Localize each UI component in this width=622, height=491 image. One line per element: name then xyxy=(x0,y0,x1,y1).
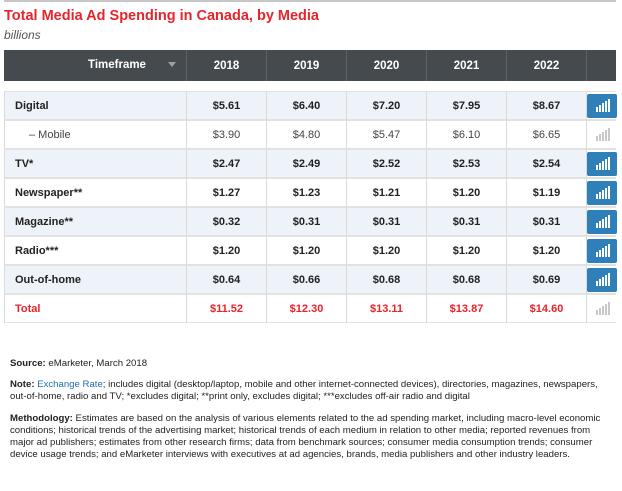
value-cell: $2.52 xyxy=(347,149,427,178)
value-cell: $5.61 xyxy=(187,91,267,120)
value-cell: $0.68 xyxy=(427,265,507,294)
methodology-note: Methodology: Estimates are based on the … xyxy=(10,413,610,462)
value-cell: $8.67 xyxy=(507,91,587,120)
year-header: 2018 xyxy=(187,50,267,81)
value-cell: $0.32 xyxy=(187,207,267,236)
bar-chart-icon[interactable] xyxy=(587,180,617,205)
value-cell: $1.20 xyxy=(507,236,587,265)
note-text: ; includes digital (desktop/laptop, mobi… xyxy=(10,379,598,403)
value-cell: $6.40 xyxy=(267,91,347,120)
table-row-total: Total $11.52 $12.30 $13.11 $13.87 $14.60 xyxy=(4,294,616,323)
value-cell: $1.19 xyxy=(507,178,587,207)
value-cell: $4.80 xyxy=(267,120,347,149)
value-cell: $12.30 xyxy=(267,294,347,323)
value-cell: $0.31 xyxy=(267,207,347,236)
table-row-mobile: – Mobile $3.90 $4.80 $5.47 $6.10 $6.65 xyxy=(4,120,616,149)
row-label: Digital xyxy=(4,91,187,120)
chart-button-cell xyxy=(587,178,617,207)
source-text: eMarketer, March 2018 xyxy=(45,358,148,369)
value-cell: $6.65 xyxy=(507,120,587,149)
year-header: 2019 xyxy=(267,50,347,81)
year-header: 2021 xyxy=(427,50,507,81)
data-table: Timeframe 2018 2019 2020 2021 2022 Digit… xyxy=(4,50,617,323)
value-cell: $2.47 xyxy=(187,149,267,178)
bar-chart-icon[interactable] xyxy=(587,267,617,292)
value-cell: $14.60 xyxy=(507,294,587,323)
timeframe-label: Timeframe xyxy=(88,59,146,71)
value-cell: $2.54 xyxy=(507,149,587,178)
value-cell: $1.20 xyxy=(187,236,267,265)
row-label: Total xyxy=(4,294,187,323)
footnotes: Source: eMarketer, March 2018 Note: Exch… xyxy=(10,358,610,470)
value-cell: $7.95 xyxy=(427,91,507,120)
value-cell: $3.90 xyxy=(187,120,267,149)
table-row-newspaper: Newspaper** $1.27 $1.23 $1.21 $1.20 $1.1… xyxy=(4,178,617,207)
row-label: – Mobile xyxy=(4,120,187,149)
value-cell: $1.20 xyxy=(427,236,507,265)
chart-button-cell xyxy=(587,294,616,323)
row-label: TV* xyxy=(4,149,187,178)
chart-title: Total Media Ad Spending in Canada, by Me… xyxy=(4,8,319,24)
year-header: 2022 xyxy=(507,50,587,81)
methodology-label: Methodology: xyxy=(10,412,73,424)
exchange-rate-link[interactable]: Exchange Rate xyxy=(37,379,103,391)
bar-chart-icon[interactable] xyxy=(587,238,617,263)
year-header: 2020 xyxy=(347,50,427,81)
table-row-out-of-home: Out-of-home $0.64 $0.66 $0.68 $0.68 $0.6… xyxy=(4,265,617,294)
bar-chart-icon[interactable] xyxy=(587,123,617,147)
bar-chart-icon[interactable] xyxy=(587,151,617,176)
chart-button-cell xyxy=(587,91,617,120)
row-label: Magazine** xyxy=(4,207,187,236)
value-cell: $0.31 xyxy=(347,207,427,236)
value-cell: $2.49 xyxy=(267,149,347,178)
value-cell: $13.87 xyxy=(427,294,507,323)
source-note: Source: eMarketer, March 2018 xyxy=(10,358,610,370)
row-label: Newspaper** xyxy=(4,178,187,207)
bar-chart-icon[interactable] xyxy=(587,297,617,321)
value-cell: $1.21 xyxy=(347,178,427,207)
timeframe-header[interactable]: Timeframe xyxy=(4,50,187,81)
bar-chart-icon[interactable] xyxy=(587,209,617,234)
value-cell: $1.27 xyxy=(187,178,267,207)
table-row-digital: Digital $5.61 $6.40 $7.20 $7.95 $8.67 xyxy=(4,91,617,120)
row-label: Out-of-home xyxy=(4,265,187,294)
chart-button-cell xyxy=(587,120,616,149)
table-row-tv: TV* $2.47 $2.49 $2.52 $2.53 $2.54 xyxy=(4,149,617,178)
value-cell: $11.52 xyxy=(187,294,267,323)
value-cell: $2.53 xyxy=(427,149,507,178)
bar-chart-icon[interactable] xyxy=(587,93,617,118)
value-cell: $0.31 xyxy=(507,207,587,236)
value-cell: $5.47 xyxy=(347,120,427,149)
chart-button-cell xyxy=(587,207,617,236)
value-cell: $0.68 xyxy=(347,265,427,294)
chart-button-cell xyxy=(587,236,617,265)
chart-icon-header xyxy=(587,50,616,81)
note-paragraph: Note: Exchange Rate; includes digital (d… xyxy=(10,379,610,403)
chart-subtitle: billions xyxy=(4,28,41,42)
chart-button-cell xyxy=(587,149,617,178)
methodology-text: Estimates are based on the analysis of v… xyxy=(10,412,601,461)
value-cell: $1.20 xyxy=(427,178,507,207)
value-cell: $13.11 xyxy=(347,294,427,323)
value-cell: $0.64 xyxy=(187,265,267,294)
top-divider xyxy=(4,0,616,2)
chart-button-cell xyxy=(587,265,617,294)
value-cell: $0.66 xyxy=(267,265,347,294)
value-cell: $0.31 xyxy=(427,207,507,236)
value-cell: $1.20 xyxy=(347,236,427,265)
table-row-magazine: Magazine** $0.32 $0.31 $0.31 $0.31 $0.31 xyxy=(4,207,617,236)
note-label: Note: xyxy=(10,379,35,391)
value-cell: $0.69 xyxy=(507,265,587,294)
table-row-radio: Radio*** $1.20 $1.20 $1.20 $1.20 $1.20 xyxy=(4,236,617,265)
value-cell: $6.10 xyxy=(427,120,507,149)
value-cell: $1.23 xyxy=(267,178,347,207)
value-cell: $1.20 xyxy=(267,236,347,265)
sort-arrow-icon[interactable] xyxy=(168,62,176,67)
value-cell: $7.20 xyxy=(347,91,427,120)
row-label: Radio*** xyxy=(4,236,187,265)
source-label: Source: xyxy=(10,358,46,369)
